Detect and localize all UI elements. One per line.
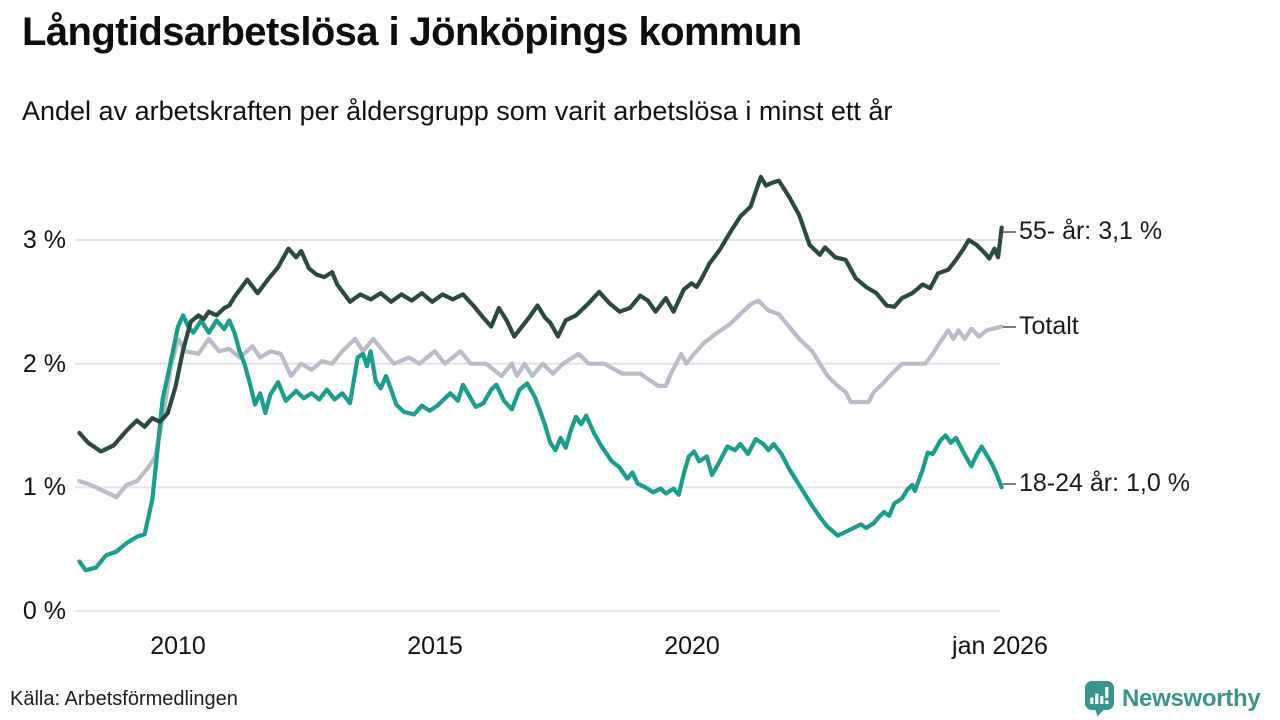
brand-logo: Newsworthy	[1084, 680, 1261, 717]
label-tick-icon	[1003, 482, 1016, 485]
x-axis-tick-jan-2026: jan 2026	[952, 632, 1048, 660]
x-axis-tick-2020: 2020	[664, 632, 720, 660]
series-line-55-r	[77, 174, 1004, 454]
source-note: Källa: Arbetsförmedlingen	[10, 688, 238, 710]
y-axis-tick-1: 1 %	[22, 473, 66, 501]
label-tick-icon	[1003, 230, 1016, 233]
brand-name: Newsworthy	[1122, 684, 1261, 712]
page-subtitle: Andel av arbetskraften per åldersgrupp s…	[22, 96, 893, 126]
series-label-text: 55- år: 3,1 %	[1019, 217, 1163, 245]
series-label-55-ar: 55- år: 3,1 %	[1003, 215, 1162, 248]
y-axis-tick-3: 3 %	[22, 226, 66, 254]
newsworthy-bubble-chart-icon	[1085, 681, 1114, 717]
y-axis-tick-0: 0 %	[22, 597, 66, 625]
series-label-totalt: Totalt	[1003, 310, 1079, 343]
page-title: Långtidsarbetslösa i Jönköpings kommun	[22, 10, 802, 54]
series-line-totalt	[77, 298, 1004, 500]
series-label-18-24-ar: 18-24 år: 1,0 %	[1003, 467, 1190, 500]
x-axis-tick-2010: 2010	[150, 632, 206, 660]
series-label-text: 18-24 år: 1,0 %	[1019, 469, 1190, 497]
x-axis-tick-2015: 2015	[407, 632, 463, 660]
label-tick-icon	[1003, 325, 1016, 328]
series-line-18-24-r	[77, 313, 1004, 573]
series-label-text: Totalt	[1019, 312, 1079, 340]
y-axis-tick-2: 2 %	[22, 350, 66, 378]
